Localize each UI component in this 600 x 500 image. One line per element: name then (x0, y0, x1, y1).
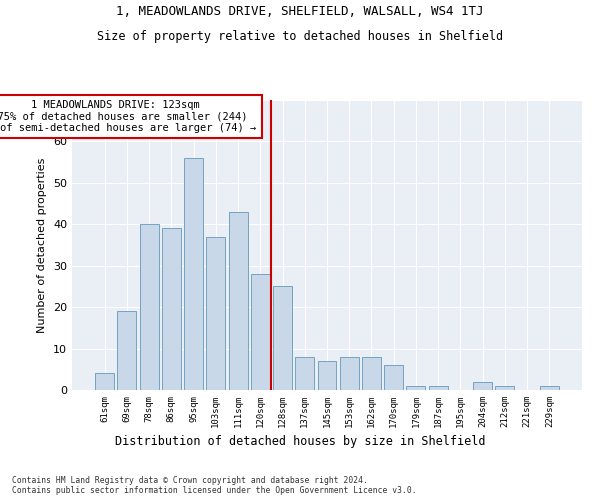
Bar (251, 274, 270, 390)
Bar (340, 357, 359, 390)
Bar (295, 357, 314, 390)
Bar (384, 365, 403, 390)
Bar (317, 361, 337, 390)
Bar (140, 224, 158, 390)
Text: Size of property relative to detached houses in Shelfield: Size of property relative to detached ho… (97, 30, 503, 43)
Bar (273, 286, 292, 390)
Y-axis label: Number of detached properties: Number of detached properties (37, 158, 47, 332)
Text: Distribution of detached houses by size in Shelfield: Distribution of detached houses by size … (115, 435, 485, 448)
Bar (118, 312, 136, 390)
Bar (429, 386, 448, 390)
Bar (473, 382, 492, 390)
Bar (406, 386, 425, 390)
Bar (162, 228, 181, 390)
Bar (95, 374, 114, 390)
Bar (184, 158, 203, 390)
Text: 1, MEADOWLANDS DRIVE, SHELFIELD, WALSALL, WS4 1TJ: 1, MEADOWLANDS DRIVE, SHELFIELD, WALSALL… (116, 5, 484, 18)
Bar (362, 357, 381, 390)
Bar (206, 236, 225, 390)
Bar (229, 212, 248, 390)
Bar (540, 386, 559, 390)
Text: Contains HM Land Registry data © Crown copyright and database right 2024.
Contai: Contains HM Land Registry data © Crown c… (12, 476, 416, 495)
Text: 1 MEADOWLANDS DRIVE: 123sqm
← 75% of detached houses are smaller (244)
23% of se: 1 MEADOWLANDS DRIVE: 123sqm ← 75% of det… (0, 100, 256, 133)
Bar (496, 386, 514, 390)
